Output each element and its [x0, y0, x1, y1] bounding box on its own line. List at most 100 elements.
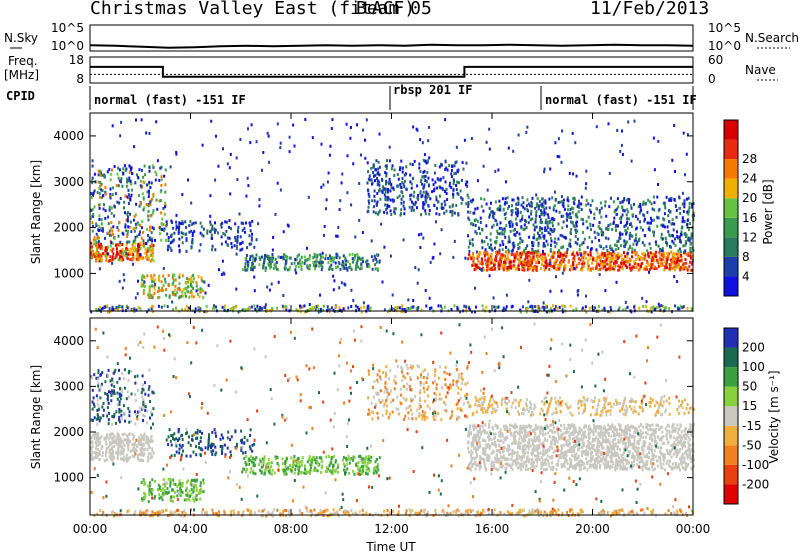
velocity-cell [113, 444, 116, 448]
velocity-cell [365, 468, 368, 472]
power-cell [124, 169, 127, 172]
velocity-cell [243, 467, 246, 471]
power-cell [603, 253, 606, 257]
velocity-cell [118, 392, 121, 396]
power-cell [536, 202, 539, 206]
velocity-cell [313, 455, 315, 459]
power-cell [484, 258, 487, 262]
power-cell [468, 306, 471, 310]
power-cell [476, 219, 479, 223]
power-cell [111, 241, 114, 245]
velocity-cell [129, 456, 131, 460]
velocity-cell [415, 417, 418, 421]
power-cell [598, 254, 601, 258]
power-cell [521, 217, 523, 221]
power-cell [446, 168, 449, 172]
power-cell [516, 253, 519, 257]
power-cell [142, 208, 145, 212]
power-cell [327, 261, 330, 265]
power-cell [639, 226, 642, 230]
velocity-cell [173, 491, 176, 495]
power-cell [567, 204, 570, 208]
power-cell [172, 273, 175, 277]
power-cell [112, 186, 114, 190]
power-cell [374, 173, 377, 177]
power-cell [342, 307, 345, 311]
power-cell [632, 242, 635, 246]
velocity-cell [123, 447, 126, 451]
power-cell [151, 296, 154, 300]
velocity-cell [355, 462, 358, 466]
power-cell [135, 226, 138, 230]
power-cell [592, 267, 595, 271]
power-cell [129, 220, 132, 224]
power-cell [635, 262, 638, 266]
power-cell [688, 222, 691, 225]
velocity-cell [362, 466, 364, 470]
nave-label: Nave [745, 63, 776, 77]
power-cell [95, 232, 98, 236]
power-cell [444, 167, 447, 171]
power-cell [561, 245, 564, 249]
power-cell [613, 252, 616, 256]
power-cell [674, 204, 677, 208]
power-cell [374, 168, 377, 172]
power-cell [574, 228, 577, 232]
velocity-cell [125, 397, 128, 401]
power-cell [565, 212, 568, 216]
velocity-cell [297, 472, 300, 476]
power-cell [654, 240, 657, 244]
velocity-cell [234, 429, 237, 433]
power-cell [111, 257, 114, 261]
power-cell [520, 203, 523, 207]
power-cell [604, 236, 607, 240]
power-cell [131, 171, 134, 175]
power-cell [419, 170, 422, 173]
power-cell [104, 236, 106, 240]
power-cell [626, 255, 629, 259]
velocity-cell [95, 394, 98, 398]
power-cell [122, 232, 125, 236]
power-cell [421, 141, 424, 145]
power-cell [511, 209, 514, 212]
power-cell [485, 305, 488, 309]
power-cell [439, 252, 442, 256]
power-cell [671, 158, 674, 162]
velocity-cell [127, 407, 130, 410]
velocity-cell [194, 431, 197, 435]
power-cell [116, 200, 119, 204]
power-cell [459, 310, 462, 314]
power-cell [143, 280, 146, 284]
velocity-cell [199, 491, 201, 495]
power-cell [126, 180, 129, 184]
power-cell [129, 165, 132, 169]
power-cell [582, 264, 585, 268]
velocity-cell [135, 413, 137, 416]
power-cell [554, 190, 556, 194]
power-cell [97, 173, 100, 177]
power-cell [137, 279, 139, 283]
power-cell [335, 252, 338, 256]
velocity-cell [310, 460, 313, 464]
power-cell [258, 256, 261, 260]
power-cell [622, 308, 625, 312]
power-cell [446, 198, 449, 202]
power-cell [191, 234, 194, 237]
power-cell [543, 308, 546, 312]
power-cell [632, 213, 634, 217]
power-cell [343, 282, 346, 286]
velocity-cell [198, 446, 201, 449]
power-cell [497, 305, 500, 309]
power-cell [533, 236, 535, 240]
velocity-cell [372, 411, 375, 415]
power-cell [99, 170, 102, 173]
velocity-cell [178, 479, 181, 483]
velocity-cell [122, 452, 124, 455]
power-cell [149, 203, 152, 207]
power-cell [537, 241, 540, 245]
power-cell [286, 268, 289, 272]
power-cell [164, 280, 167, 284]
power-cell [608, 171, 611, 175]
power-cell [357, 256, 359, 260]
power-cell [500, 231, 503, 235]
